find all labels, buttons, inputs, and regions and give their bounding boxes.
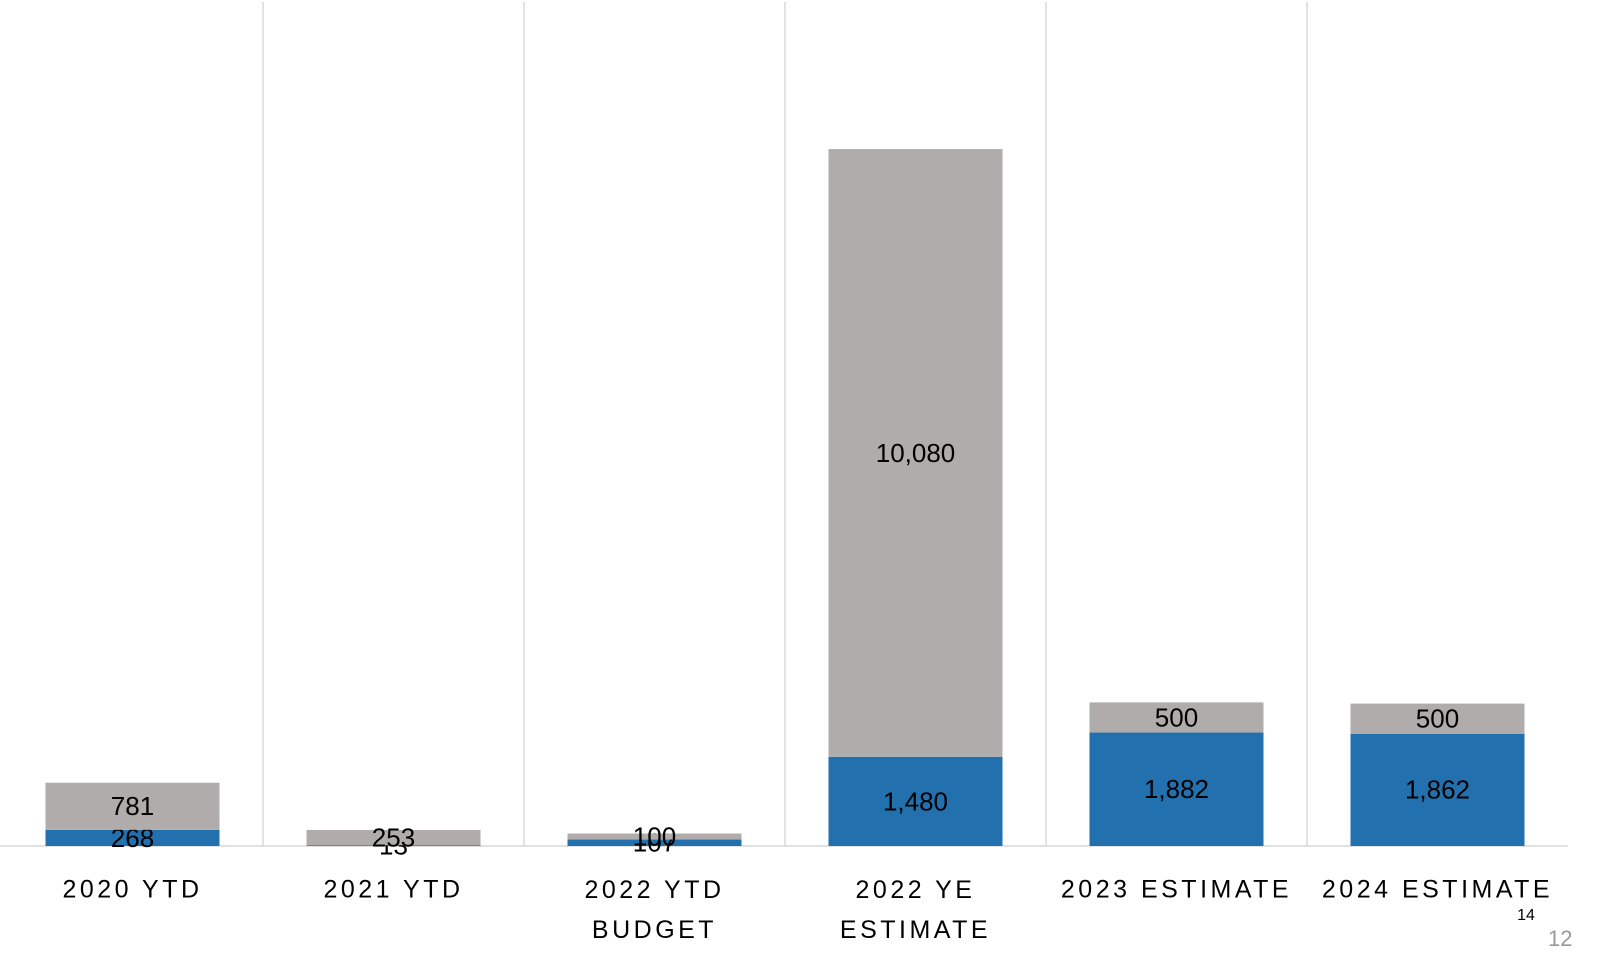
bar-segment — [45, 782, 220, 830]
data-label: 781 — [111, 791, 154, 821]
data-label: 1,862 — [1405, 775, 1470, 805]
bar-segment — [1089, 732, 1264, 846]
data-label: 100 — [633, 821, 676, 851]
data-label: 107 — [633, 828, 676, 858]
x-tick-label: 2024 ESTIMATE — [1322, 876, 1553, 904]
page-number: 14 — [1517, 907, 1535, 924]
x-tick-label: 2020 YTD — [62, 876, 202, 904]
data-label: 500 — [1416, 704, 1459, 734]
x-tick-label: 2022 YE ESTIMATE — [840, 876, 991, 944]
bar-segment — [567, 839, 742, 846]
x-tick-label: 2021 YTD — [323, 876, 463, 904]
bar-segment — [1350, 703, 1525, 734]
bar-segment — [1089, 702, 1264, 733]
bar-segment — [828, 756, 1003, 846]
data-label: 1,480 — [883, 786, 948, 816]
data-label: 500 — [1155, 702, 1198, 732]
x-tick-label: 2023 ESTIMATE — [1061, 876, 1292, 904]
slide-number: 12 — [1548, 926, 1572, 951]
data-label: 253 — [372, 822, 415, 852]
bar-segment — [306, 845, 481, 846]
data-label: 10,080 — [876, 438, 956, 468]
bar-segment — [45, 829, 220, 846]
x-tick-label: 2022 YTD BUDGET — [584, 876, 724, 944]
bar-segment — [1350, 733, 1525, 846]
data-label: 1,882 — [1144, 774, 1209, 804]
bar-segment — [828, 149, 1003, 757]
bar-segment — [306, 829, 481, 846]
bar-segment — [567, 833, 742, 840]
